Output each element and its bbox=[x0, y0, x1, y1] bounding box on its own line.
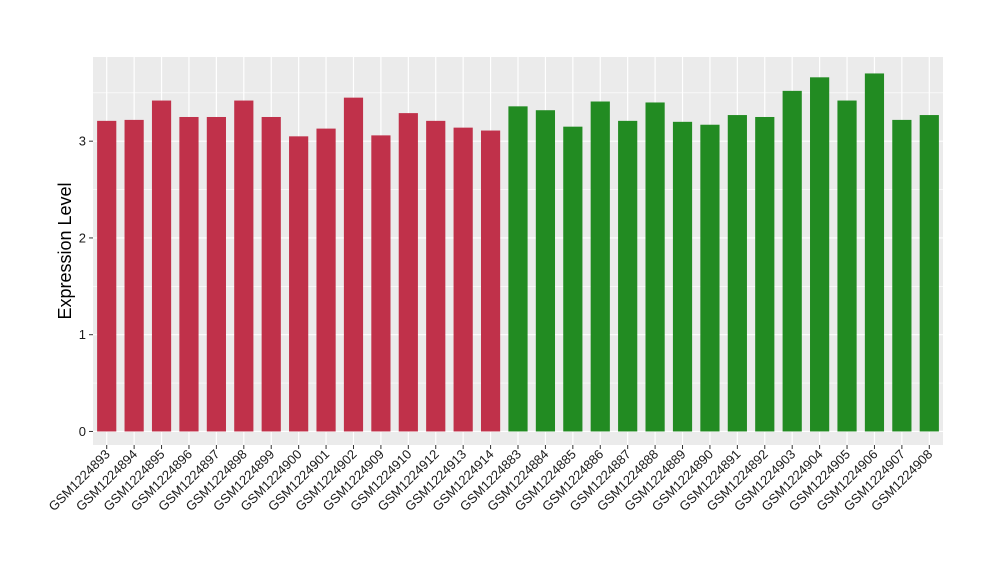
bar bbox=[837, 100, 857, 432]
bar bbox=[371, 135, 391, 432]
bars bbox=[97, 73, 939, 432]
bar bbox=[892, 119, 912, 432]
x-axis: GSM1224893GSM1224894GSM1224895GSM1224896… bbox=[45, 445, 935, 514]
bar bbox=[343, 97, 364, 432]
bar bbox=[645, 102, 665, 432]
y-tick-label: 0 bbox=[79, 424, 86, 439]
bar bbox=[206, 116, 226, 432]
y-tick-label: 3 bbox=[79, 134, 86, 149]
bar bbox=[480, 130, 501, 432]
bar bbox=[810, 77, 830, 432]
bar bbox=[398, 113, 418, 432]
bar bbox=[727, 115, 747, 432]
bar bbox=[426, 120, 446, 432]
y-tick-label: 2 bbox=[79, 230, 86, 245]
bar bbox=[700, 124, 720, 432]
bar bbox=[289, 136, 309, 432]
bar bbox=[316, 128, 336, 432]
bar bbox=[919, 115, 939, 432]
bar bbox=[124, 119, 144, 432]
bar bbox=[618, 120, 638, 432]
bar bbox=[535, 110, 556, 432]
bar bbox=[179, 116, 199, 432]
bar bbox=[508, 106, 528, 432]
y-tick-label: 1 bbox=[79, 327, 86, 342]
bar bbox=[672, 121, 693, 432]
bar bbox=[97, 120, 117, 432]
y-axis-title: Expression Level bbox=[55, 182, 75, 319]
bar bbox=[782, 90, 802, 432]
bar bbox=[261, 116, 281, 432]
bar bbox=[151, 100, 172, 432]
y-axis: 0 1 2 3 bbox=[79, 134, 93, 439]
bar bbox=[864, 73, 885, 432]
bar bbox=[590, 101, 610, 432]
bar bbox=[563, 126, 583, 432]
bar bbox=[755, 116, 775, 432]
bar bbox=[234, 100, 254, 432]
bar bbox=[453, 127, 473, 432]
